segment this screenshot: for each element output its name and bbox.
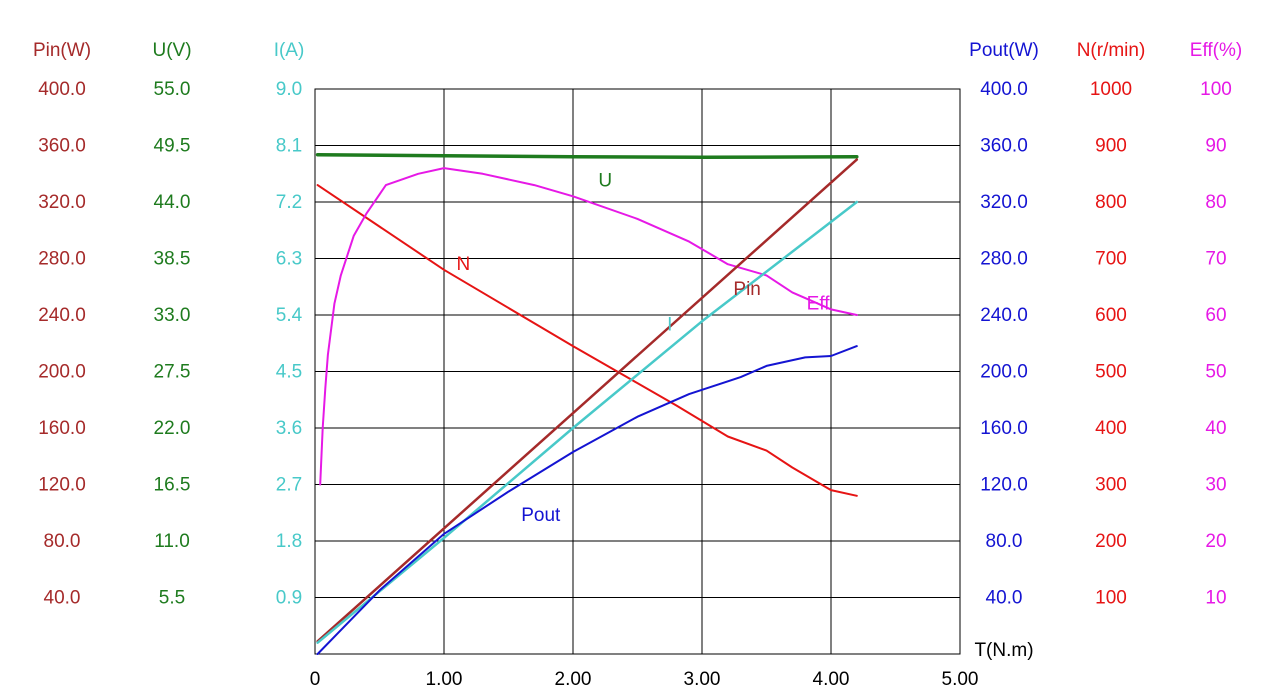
y-tick-label-i: 4.5 [276, 362, 302, 383]
y-tick-label-pout: 240.0 [980, 305, 1028, 326]
series-lines [315, 152, 859, 655]
y-tick-label-pout: 120.0 [980, 475, 1028, 496]
y-tick-label-eff: 100 [1200, 79, 1232, 100]
y-tick-label-pout: 160.0 [980, 418, 1028, 439]
series-label-pout: Pout [521, 505, 561, 526]
y-tick-label-pin: 280.0 [38, 249, 86, 270]
y-tick-label-eff: 60 [1205, 305, 1226, 326]
axis-title-pin: Pin(W) [33, 40, 91, 61]
y-tick-label-u: 5.5 [159, 588, 185, 609]
axis-title-i: I(A) [274, 40, 305, 61]
y-tick-label-n: 300 [1095, 475, 1127, 496]
series-label-u: U [598, 171, 612, 192]
x-tick-label: 1.00 [426, 669, 463, 690]
y-tick-label-n: 600 [1095, 305, 1127, 326]
series-line-pin [316, 158, 859, 643]
x-tick-label: 4.00 [813, 669, 850, 690]
axis-title-pout: Pout(W) [969, 40, 1039, 61]
y-tick-label-n: 200 [1095, 531, 1127, 552]
y-tick-label-eff: 20 [1205, 531, 1226, 552]
series-label-i: I [667, 315, 672, 336]
series-line-u [315, 152, 859, 160]
y-tick-label-i: 7.2 [276, 192, 302, 213]
y-tick-label-pout: 320.0 [980, 192, 1028, 213]
y-tick-label-u: 49.5 [154, 136, 191, 157]
y-tick-label-i: 1.8 [276, 531, 302, 552]
y-tick-label-u: 27.5 [154, 362, 191, 383]
y-tick-label-pout: 40.0 [986, 588, 1023, 609]
y-tick-label-i: 5.4 [276, 305, 303, 326]
y-tick-label-n: 1000 [1090, 79, 1132, 100]
y-tick-label-eff: 40 [1205, 418, 1226, 439]
y-tick-label-pin: 240.0 [38, 305, 86, 326]
y-tick-label-i: 0.9 [276, 588, 302, 609]
y-tick-label-pout: 280.0 [980, 249, 1028, 270]
y-tick-label-n: 500 [1095, 362, 1127, 383]
axis-title-u: U(V) [152, 40, 191, 61]
y-tick-label-i: 3.6 [276, 418, 302, 439]
x-axis-title: T(N.m) [974, 640, 1033, 661]
series-line-eff [319, 167, 858, 486]
y-tick-label-pout: 360.0 [980, 136, 1028, 157]
y-tick-label-n: 900 [1095, 136, 1127, 157]
y-tick-label-pin: 120.0 [38, 475, 86, 496]
y-tick-label-i: 8.1 [276, 136, 302, 157]
y-tick-label-u: 22.0 [154, 418, 191, 439]
axis-title-n: N(r/min) [1077, 40, 1146, 61]
y-tick-label-pin: 200.0 [38, 362, 86, 383]
series-label-pin: Pin [733, 279, 760, 300]
y-tick-label-eff: 70 [1205, 249, 1226, 270]
y-tick-label-pout: 400.0 [980, 79, 1028, 100]
y-tick-label-eff: 90 [1205, 136, 1226, 157]
y-tick-label-u: 44.0 [154, 192, 191, 213]
y-tick-label-n: 400 [1095, 418, 1127, 439]
y-tick-label-i: 6.3 [276, 249, 302, 270]
y-tick-label-pin: 160.0 [38, 418, 86, 439]
y-tick-label-u: 11.0 [154, 531, 190, 552]
axis-labels: Pin(W) 400.0 360.0 320.0 280.0 240.0 200.0 160.… [33, 40, 1242, 690]
y-tick-label-pin: 360.0 [38, 136, 86, 157]
series-line-n [316, 184, 858, 497]
y-tick-label-n: 100 [1095, 588, 1127, 609]
series-annotations: U N Pin Eff I Pout [456, 171, 830, 527]
series-line-pout [316, 345, 858, 655]
y-tick-label-u: 16.5 [154, 475, 191, 496]
y-tick-label-n: 800 [1095, 192, 1127, 213]
series-label-n: N [456, 254, 470, 275]
y-tick-label-eff: 80 [1205, 192, 1226, 213]
y-tick-label-n: 700 [1095, 249, 1127, 270]
plot-grid [314, 88, 961, 655]
y-tick-label-pin: 400.0 [38, 79, 86, 100]
y-tick-label-pout: 200.0 [980, 362, 1028, 383]
series-label-eff: Eff [807, 293, 831, 314]
y-tick-label-u: 33.0 [154, 305, 191, 326]
y-tick-label-u: 38.5 [154, 249, 191, 270]
x-tick-label: 2.00 [555, 669, 592, 690]
y-tick-label-eff: 10 [1205, 588, 1226, 609]
axis-title-eff: Eff(%) [1190, 40, 1242, 61]
y-tick-label-pin: 320.0 [38, 192, 86, 213]
x-tick-label: 5.00 [942, 669, 979, 690]
y-tick-label-eff: 50 [1205, 362, 1226, 383]
y-tick-label-pin: 40.0 [44, 588, 81, 609]
x-tick-label: 3.00 [684, 669, 721, 690]
y-tick-label-pout: 80.0 [986, 531, 1023, 552]
y-tick-label-pin: 80.0 [44, 531, 81, 552]
y-tick-label-eff: 30 [1205, 475, 1226, 496]
y-tick-label-i: 2.7 [276, 475, 302, 496]
y-tick-label-i: 9.0 [276, 79, 302, 100]
series-line-i [316, 200, 859, 644]
y-tick-label-u: 55.0 [154, 79, 191, 100]
x-tick-label: 0 [310, 669, 321, 690]
